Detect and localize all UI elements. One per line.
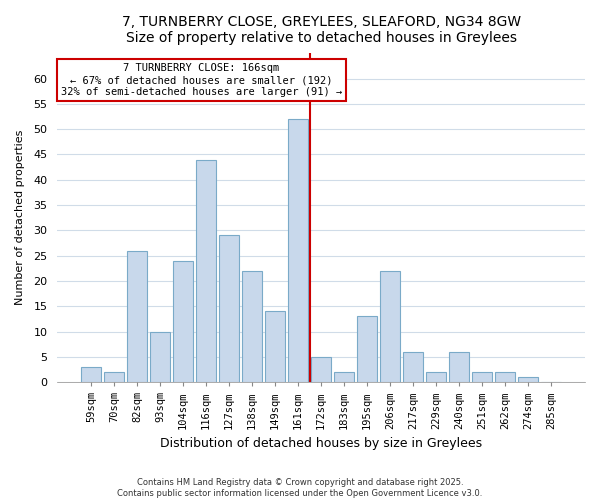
Bar: [403, 352, 423, 382]
Text: 7 TURNBERRY CLOSE: 166sqm
← 67% of detached houses are smaller (192)
32% of semi: 7 TURNBERRY CLOSE: 166sqm ← 67% of detac…: [61, 64, 342, 96]
Bar: [173, 260, 193, 382]
Bar: [242, 271, 262, 382]
Bar: [358, 316, 377, 382]
Bar: [104, 372, 124, 382]
Title: 7, TURNBERRY CLOSE, GREYLEES, SLEAFORD, NG34 8GW
Size of property relative to de: 7, TURNBERRY CLOSE, GREYLEES, SLEAFORD, …: [122, 15, 521, 45]
Bar: [334, 372, 354, 382]
Bar: [311, 357, 331, 382]
Bar: [288, 119, 308, 382]
Bar: [496, 372, 515, 382]
Y-axis label: Number of detached properties: Number of detached properties: [15, 130, 25, 306]
Bar: [219, 236, 239, 382]
Bar: [472, 372, 492, 382]
Text: Contains HM Land Registry data © Crown copyright and database right 2025.
Contai: Contains HM Land Registry data © Crown c…: [118, 478, 482, 498]
Bar: [449, 352, 469, 382]
Bar: [127, 250, 147, 382]
Bar: [380, 271, 400, 382]
Bar: [427, 372, 446, 382]
Bar: [196, 160, 216, 382]
Bar: [81, 367, 101, 382]
X-axis label: Distribution of detached houses by size in Greylees: Distribution of detached houses by size …: [160, 437, 482, 450]
Bar: [518, 377, 538, 382]
Bar: [265, 312, 285, 382]
Bar: [150, 332, 170, 382]
